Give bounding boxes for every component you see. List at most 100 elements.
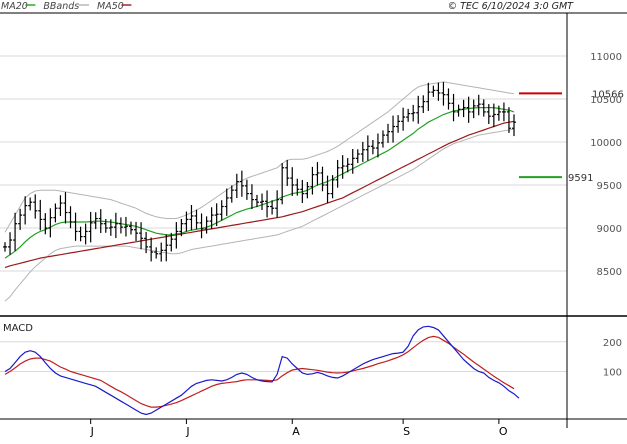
price-bar	[265, 190, 270, 218]
price-bar	[295, 178, 300, 196]
price-bar	[330, 175, 335, 199]
price-bar	[456, 104, 461, 117]
price-bar	[118, 217, 123, 234]
price-bar	[224, 188, 229, 216]
price-bar	[285, 159, 290, 186]
month-label: S	[403, 425, 410, 438]
price-bar	[93, 212, 98, 230]
price-bar	[260, 193, 265, 211]
price-bar	[365, 135, 370, 161]
month-label: J	[185, 425, 189, 438]
price-tick-label: 8500	[597, 267, 622, 278]
price-bar	[244, 179, 249, 200]
price-bar	[355, 149, 360, 164]
price-bar	[199, 213, 204, 239]
price-bar	[471, 99, 476, 119]
price-bar	[441, 82, 446, 106]
price-tick-label: 11000	[590, 52, 622, 63]
price-tick-label: 9000	[597, 224, 622, 235]
price-bar	[360, 141, 365, 162]
price-bar	[310, 166, 315, 195]
price-bar	[401, 107, 406, 131]
price-bar	[421, 95, 426, 114]
price-bar	[23, 196, 28, 225]
price-bar	[68, 206, 73, 229]
price-bar	[38, 199, 43, 231]
price-bar	[43, 213, 48, 235]
macd-line	[4, 325, 520, 416]
ma50-line	[4, 120, 515, 269]
price-bar	[194, 209, 199, 230]
price-bar	[134, 221, 139, 241]
price-bar	[154, 247, 159, 259]
price-bar	[350, 148, 355, 174]
price-bar	[325, 175, 330, 203]
price-bar	[108, 219, 113, 236]
price-tick-label: 10000	[590, 138, 622, 149]
price-bar	[501, 102, 506, 122]
price-bar	[305, 181, 310, 199]
price-bar	[340, 155, 345, 179]
price-bar	[169, 232, 174, 252]
price-tick-label: 9500	[597, 181, 622, 192]
price-bar	[380, 130, 385, 148]
price-bar	[476, 94, 481, 116]
price-bar	[164, 234, 169, 262]
price-bar	[144, 232, 149, 254]
price-bar	[128, 221, 133, 235]
price-bar	[300, 179, 305, 203]
price-bar	[486, 104, 491, 125]
macd-panel: MACD	[3, 323, 520, 416]
price-bar	[249, 184, 254, 209]
price-bar	[88, 211, 93, 243]
price-bar	[391, 115, 396, 143]
price-bar	[375, 133, 380, 158]
price-bar	[254, 194, 259, 207]
legend-label: MA50	[97, 1, 124, 12]
bollinger-bands	[4, 81, 515, 302]
price-bar	[386, 123, 391, 143]
legend-label: MA20	[1, 1, 28, 12]
price-bar	[3, 242, 7, 252]
price-bar	[113, 212, 118, 239]
legend: MA20 BBands MA50	[1, 1, 132, 12]
macd-tick-label: 200	[603, 338, 622, 349]
price-bar	[451, 93, 456, 122]
price-bar	[481, 99, 486, 117]
month-label: J	[90, 425, 94, 438]
price-bar	[436, 82, 441, 101]
price-bar	[234, 173, 239, 198]
price-bar	[214, 203, 219, 227]
price-bar	[406, 108, 411, 122]
legend-label: BBands	[43, 1, 79, 12]
price-bar	[103, 218, 108, 233]
price-bar	[280, 163, 285, 205]
price-bar	[139, 222, 144, 250]
price-bar	[229, 185, 234, 203]
price-bar	[335, 159, 340, 188]
price-bar	[159, 242, 164, 262]
price-bar	[426, 82, 431, 111]
axis-labels: 8500 9000 9500 10000 10500 11000 100 200 J J A S O	[90, 52, 622, 438]
price-bar	[8, 232, 13, 255]
gridlines	[0, 55, 567, 372]
price-bar	[290, 167, 295, 196]
price-bar	[370, 140, 375, 155]
price-bar	[239, 170, 244, 197]
price-bar	[345, 158, 350, 173]
macd-tick-label: 100	[603, 367, 622, 378]
price-bar	[13, 212, 18, 251]
price-bar	[506, 107, 511, 133]
price-bar	[320, 166, 325, 192]
price-bar	[48, 208, 53, 238]
month-label: O	[499, 425, 508, 438]
panel-frames	[0, 12, 627, 428]
ma20-line	[4, 106, 515, 259]
price-bar	[219, 200, 224, 221]
price-bar	[83, 223, 88, 245]
price-bar	[275, 190, 280, 218]
price-bar	[78, 226, 83, 242]
price-bar	[33, 194, 38, 219]
month-label: A	[292, 425, 300, 438]
